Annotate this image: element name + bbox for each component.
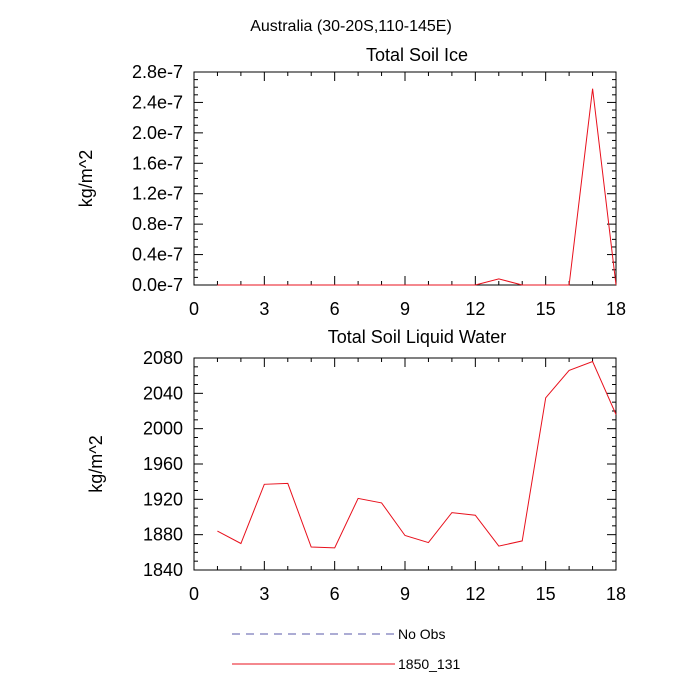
legend-label-1850-131: 1850_131 xyxy=(398,656,461,672)
y-axis-label: kg/m^2 xyxy=(86,435,106,492)
y-tick-label: 2.4e-7 xyxy=(132,92,183,112)
y-tick-label: 1840 xyxy=(143,560,183,580)
x-tick-label: 15 xyxy=(536,299,556,319)
y-tick-label: 2.8e-7 xyxy=(132,62,183,82)
y-tick-label: 0.4e-7 xyxy=(132,245,183,265)
x-tick-label: 3 xyxy=(259,299,269,319)
series-line-1850-131 xyxy=(217,88,617,286)
x-tick-label: 6 xyxy=(330,299,340,319)
y-tick-label: 1880 xyxy=(143,525,183,545)
plot-frame xyxy=(193,71,617,286)
y-tick-label: 1.2e-7 xyxy=(132,184,183,204)
y-tick-label: 1.6e-7 xyxy=(132,153,183,173)
y-tick-label: 2000 xyxy=(143,419,183,439)
panel-total-soil-liquid-water: Total Soil Liquid Water 0 3 6 9 12 15 18 1840 188… xyxy=(86,327,626,604)
x-tick-label: 12 xyxy=(465,299,485,319)
y-tick-label: 2080 xyxy=(143,348,183,368)
figure-suptitle: Australia (30-20S,110-145E) xyxy=(250,18,452,35)
panel-title: Total Soil Liquid Water xyxy=(328,327,506,347)
y-tick-label: 0.8e-7 xyxy=(132,214,183,234)
legend-label-no-obs: No Obs xyxy=(398,626,445,642)
x-tick-label: 0 xyxy=(189,299,199,319)
y-tick-label: 0.0e-7 xyxy=(132,275,183,295)
y-tick-label: 1960 xyxy=(143,454,183,474)
y-axis-label: kg/m^2 xyxy=(76,150,96,207)
x-tick-label: 3 xyxy=(259,584,269,604)
x-tick-label: 6 xyxy=(330,584,340,604)
panel-title: Total Soil Ice xyxy=(366,45,468,65)
x-tick-label: 18 xyxy=(606,299,626,319)
panel-total-soil-ice: Total Soil Ice 0 3 6 9 12 15 18 0.0e-7 0.4e-7 0.8e… xyxy=(76,45,626,319)
x-tick-label: 12 xyxy=(465,584,485,604)
y-tick-label: 2040 xyxy=(143,383,183,403)
y-tick-label: 1920 xyxy=(143,489,183,509)
x-tick-label: 18 xyxy=(606,584,626,604)
y-tick-label: 2.0e-7 xyxy=(132,123,183,143)
x-tick-label: 9 xyxy=(400,584,410,604)
x-tick-label: 0 xyxy=(189,584,199,604)
x-tick-label: 15 xyxy=(536,584,556,604)
x-tick-label: 9 xyxy=(400,299,410,319)
series-line-1850-131 xyxy=(217,360,617,549)
legend: No Obs 1850_131 xyxy=(232,626,461,672)
